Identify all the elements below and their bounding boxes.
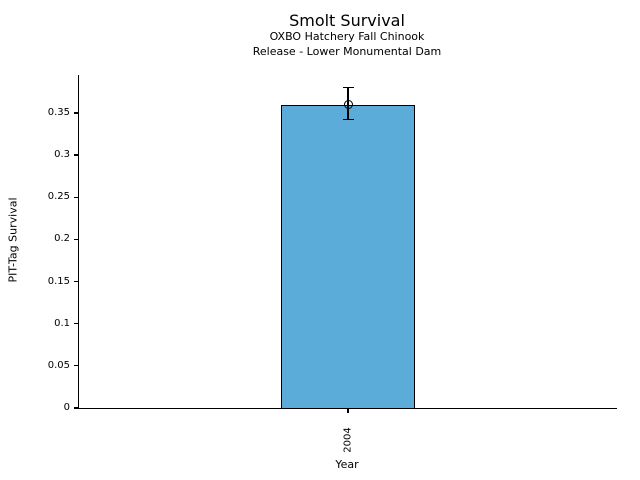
y-tick-label: 0.3 (54, 149, 70, 161)
y-tick-label: 0.2 (54, 233, 70, 245)
y-tick-mark (74, 407, 78, 409)
error-bar-cap-bottom (342, 118, 354, 121)
x-tick-label-2004: 2004 (342, 427, 354, 453)
y-tick-label: 0.05 (47, 359, 70, 371)
error-bar-cap-top (342, 86, 354, 89)
mean-marker-circle-icon (343, 100, 353, 109)
bar-2004 (281, 104, 415, 408)
y-tick-mark (74, 323, 78, 325)
y-tick-mark (74, 365, 78, 367)
y-tick-label: 0.35 (47, 106, 70, 118)
chart-title: Smolt Survival (289, 11, 405, 30)
y-tick-mark (74, 196, 78, 198)
plot-area: 0 0.05 0.1 0.15 0.2 0.25 0.3 0.35 2004 (48, 75, 617, 453)
x-axis-label: Year (335, 458, 359, 471)
y-tick-label: 0.1 (54, 317, 70, 329)
chart-subtitle-line1: OXBO Hatchery Fall Chinook (269, 30, 425, 43)
y-tick-label: 0 (63, 402, 70, 413)
y-tick-mark (74, 112, 78, 114)
y-tick-mark (74, 154, 78, 156)
y-tick-label: 0.15 (47, 275, 70, 287)
x-tick-mark-2004 (347, 409, 349, 414)
y-tick-mark (74, 238, 78, 241)
chart-subtitle-line2: Release - Lower Monumental Dam (252, 45, 442, 58)
y-tick-label: 0.25 (47, 191, 70, 203)
y-tick-mark (74, 280, 78, 283)
